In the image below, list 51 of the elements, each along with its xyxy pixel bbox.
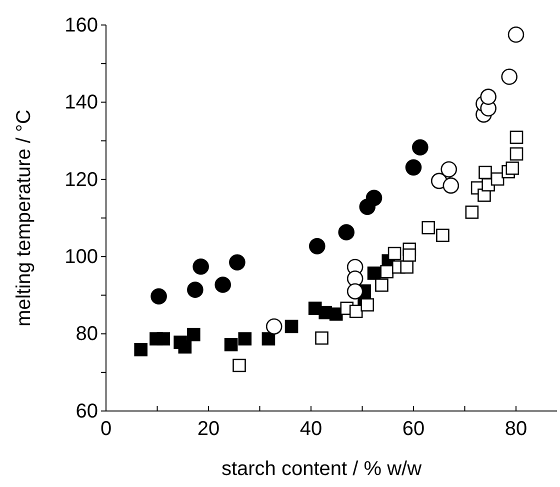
y-axis-title: melting temperature / °C bbox=[13, 110, 35, 326]
x-tick-label: 0 bbox=[100, 418, 112, 440]
point bbox=[360, 298, 374, 312]
point bbox=[134, 342, 148, 356]
point bbox=[214, 276, 231, 293]
point bbox=[480, 88, 496, 105]
point bbox=[186, 328, 200, 342]
point bbox=[440, 161, 458, 178]
point bbox=[405, 159, 422, 176]
point bbox=[315, 331, 328, 345]
point bbox=[338, 224, 355, 240]
point bbox=[266, 318, 282, 335]
point bbox=[156, 332, 170, 346]
point bbox=[508, 26, 524, 43]
point bbox=[367, 266, 381, 280]
point bbox=[465, 206, 479, 219]
point bbox=[349, 304, 363, 318]
point bbox=[388, 246, 402, 260]
point bbox=[412, 139, 428, 156]
y-tick-label: 80 bbox=[76, 323, 98, 346]
point bbox=[150, 288, 167, 305]
point bbox=[329, 307, 343, 321]
point bbox=[346, 283, 364, 300]
point bbox=[262, 332, 276, 346]
point bbox=[506, 162, 520, 175]
point bbox=[501, 68, 518, 85]
point bbox=[192, 258, 209, 275]
point bbox=[510, 147, 524, 161]
x-tick-label: 20 bbox=[197, 418, 220, 440]
point bbox=[402, 248, 416, 262]
point bbox=[366, 190, 382, 206]
y-tick-label: 140 bbox=[64, 92, 98, 114]
point bbox=[224, 338, 238, 352]
x-tick-label: 60 bbox=[402, 418, 425, 440]
y-tick-label: 60 bbox=[76, 400, 98, 422]
point bbox=[436, 228, 450, 242]
y-tick-label: 120 bbox=[64, 168, 98, 191]
y-tick-label: 100 bbox=[64, 246, 98, 268]
point bbox=[238, 332, 252, 346]
x-tick-label: 80 bbox=[504, 418, 528, 440]
point bbox=[442, 177, 460, 194]
point bbox=[422, 221, 436, 234]
point bbox=[510, 130, 524, 144]
x-axis-title: starch content / % w/w bbox=[221, 458, 422, 480]
y-tick-label: 160 bbox=[64, 14, 98, 36]
point bbox=[187, 282, 204, 298]
point bbox=[232, 358, 246, 372]
point bbox=[309, 238, 326, 254]
point bbox=[229, 254, 246, 271]
x-tick-label: 40 bbox=[300, 418, 322, 440]
point bbox=[284, 320, 298, 334]
